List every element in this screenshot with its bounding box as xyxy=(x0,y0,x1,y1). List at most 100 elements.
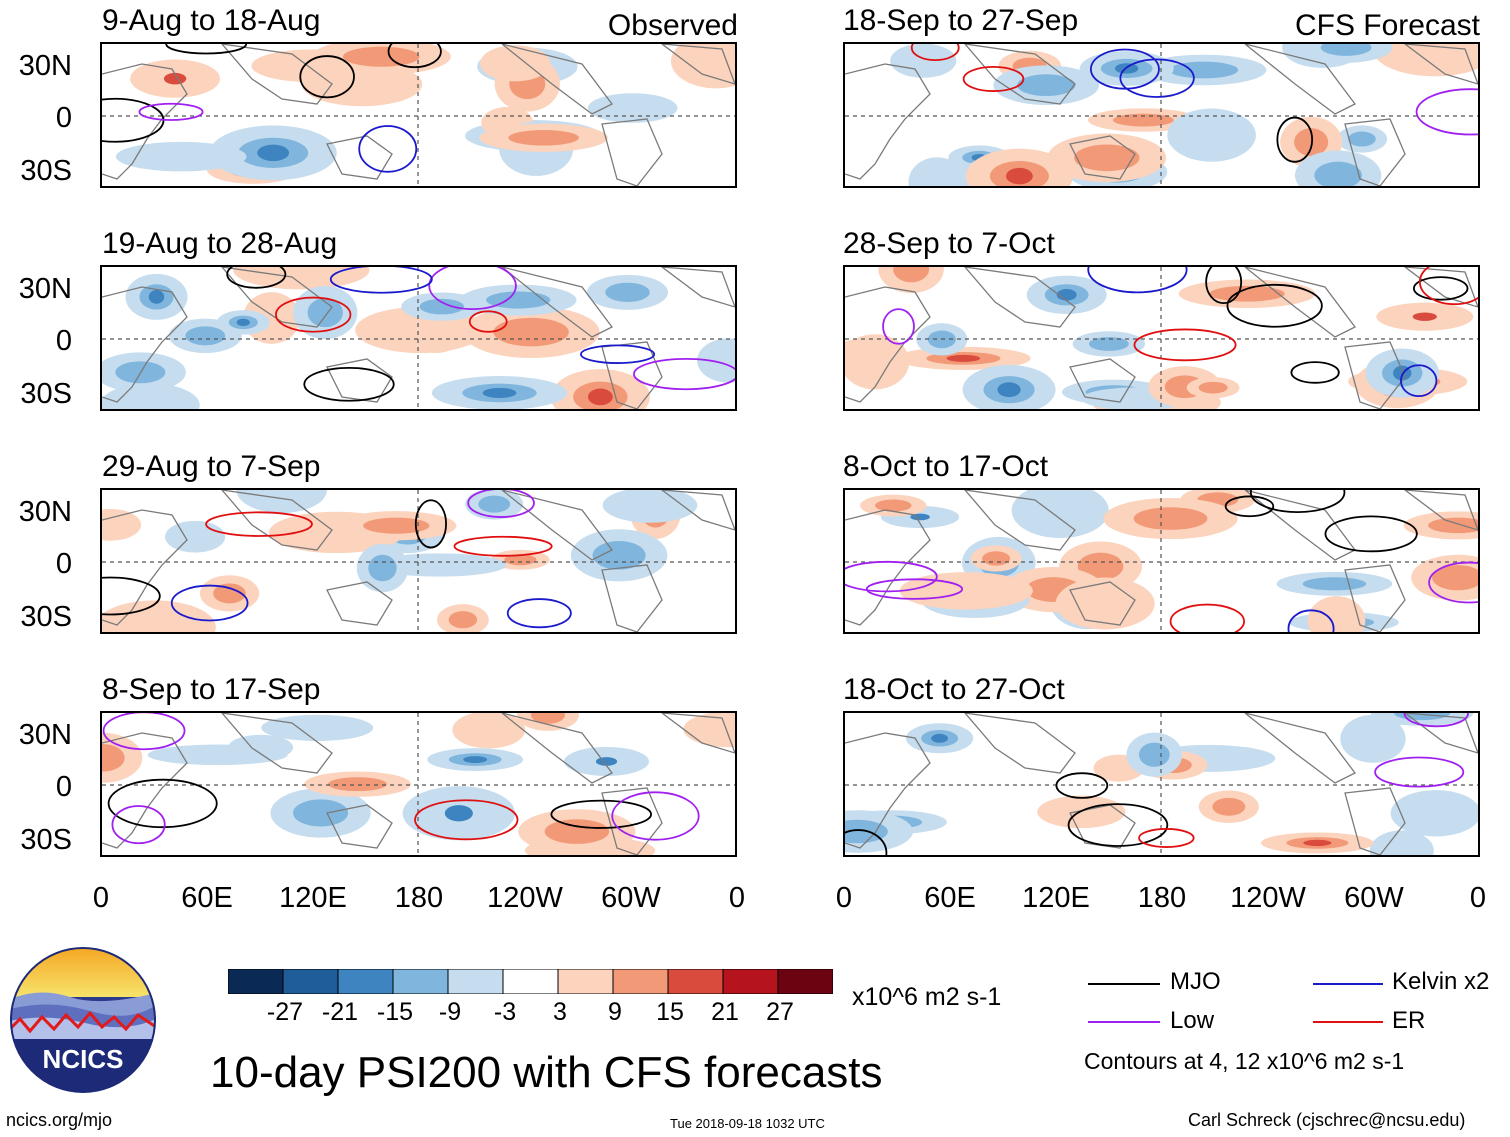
map-canvas xyxy=(102,490,735,632)
lat-label: 30N xyxy=(18,496,72,528)
anomaly-blob-core xyxy=(1112,113,1174,127)
anomaly-blob-core xyxy=(493,317,569,347)
legend-label-mjo: MJO xyxy=(1170,968,1221,995)
wave-contour xyxy=(1290,361,1340,384)
lat-label: 0 xyxy=(55,325,72,357)
coastline xyxy=(1403,490,1478,531)
coastline xyxy=(221,490,333,551)
anomaly-blob xyxy=(480,45,551,82)
lon-label: 120W xyxy=(1230,882,1306,914)
coastline xyxy=(1344,787,1406,855)
panel-title: 8-Oct to 17-Oct xyxy=(843,450,1049,483)
colorbar-tick: 3 xyxy=(553,998,567,1026)
website-link[interactable]: ncics.org/mjo xyxy=(6,1110,113,1130)
wave-contour xyxy=(275,296,352,333)
coastline xyxy=(501,267,613,338)
anomaly-blob-peak xyxy=(444,805,473,822)
lon-label: 120E xyxy=(1022,882,1090,914)
coastline xyxy=(1403,713,1478,754)
wave-contour xyxy=(358,125,418,173)
anomaly-blob-peak xyxy=(997,382,1021,398)
map-canvas xyxy=(845,490,1478,632)
anomaly-blob-core xyxy=(1314,161,1362,186)
coastline xyxy=(1344,564,1406,632)
anomaly-blob xyxy=(1307,596,1366,632)
anomaly-blob-core xyxy=(1077,552,1124,581)
colorbar-tick: -15 xyxy=(376,998,414,1026)
wave-contour xyxy=(611,791,700,841)
coastline xyxy=(845,63,931,180)
anomaly-blob xyxy=(1055,577,1155,630)
legend-swatch-mjo xyxy=(1088,983,1160,985)
wave-contour xyxy=(845,560,938,593)
coastline xyxy=(102,509,188,626)
wave-contour xyxy=(107,778,218,829)
anomaly-blob xyxy=(1372,44,1478,77)
anomaly-blob-core xyxy=(508,129,579,146)
wave-contour xyxy=(1287,609,1335,632)
legend-note: Contours at 4, 12 x10^6 m2 s-1 xyxy=(1084,1048,1405,1074)
coastline xyxy=(601,564,663,632)
anomaly-blob-core xyxy=(893,267,930,283)
anomaly-blob-core xyxy=(531,713,565,724)
wave-contour xyxy=(1415,88,1478,136)
colorbar-swatch xyxy=(667,968,724,995)
lat-label: 0 xyxy=(55,102,72,134)
anomaly-blob-peak xyxy=(587,388,613,406)
colorbar-tick: -21 xyxy=(321,998,359,1026)
ncics-logo: NCICS xyxy=(10,947,156,1093)
coastline xyxy=(845,732,931,849)
coastline xyxy=(221,44,333,105)
wave-contour xyxy=(467,490,535,518)
panel-title: 8-Sep to 17-Sep xyxy=(102,673,321,706)
colorbar-swatch xyxy=(282,968,339,995)
anomaly-blob xyxy=(115,141,247,172)
anomaly-blob-core xyxy=(307,297,343,328)
coastline xyxy=(964,713,1076,774)
lon-label: 120W xyxy=(487,882,563,914)
anomaly-blob-core xyxy=(292,799,349,827)
logo-graphic: NCICS xyxy=(10,947,156,1093)
coastline xyxy=(102,286,188,403)
coastline xyxy=(501,490,613,561)
wave-contour xyxy=(205,511,313,537)
wave-contour xyxy=(303,366,395,402)
wave-contour xyxy=(506,598,572,629)
colorbar-swatch xyxy=(557,968,614,995)
coastline xyxy=(1403,267,1478,308)
colorbar-tick: -3 xyxy=(493,998,517,1026)
lat-label: 30S xyxy=(20,824,72,856)
coastline xyxy=(964,44,1076,105)
anomaly-blob-core xyxy=(478,495,511,513)
wave-contour xyxy=(468,310,508,333)
lon-label: 0 xyxy=(728,882,746,914)
coastline xyxy=(1403,44,1478,85)
streamfunction-map xyxy=(843,42,1480,188)
lat-label: 30S xyxy=(20,378,72,410)
coastline xyxy=(601,341,663,409)
anomaly-blob-core xyxy=(328,777,387,792)
streamfunction-map xyxy=(843,265,1480,411)
wave-contour xyxy=(1412,276,1469,301)
wave-contour xyxy=(1138,828,1195,848)
wave-contour xyxy=(1400,364,1438,398)
coastline xyxy=(660,267,735,308)
anomaly-blob-peak xyxy=(595,757,618,766)
coastline xyxy=(660,713,735,754)
anomaly-blob-peak xyxy=(463,756,488,763)
wave-contour xyxy=(882,308,915,345)
wave-contour xyxy=(102,576,161,616)
timestamp: Tue 2018-09-18 1032 UTC xyxy=(670,1116,825,1131)
streamfunction-map xyxy=(100,711,737,857)
coastline xyxy=(1069,358,1136,403)
wave-contour xyxy=(1133,328,1237,362)
anomaly-blob-core xyxy=(363,517,430,534)
anomaly-blob-peak xyxy=(1303,839,1332,847)
anomaly-blob xyxy=(1369,830,1434,855)
anomaly-blob xyxy=(261,714,374,742)
anomaly-blob-core xyxy=(1212,797,1246,816)
lat-label: 30S xyxy=(20,155,72,187)
figure-title: 10-day PSI200 with CFS forecasts xyxy=(210,1048,883,1097)
lat-label: 30N xyxy=(18,273,72,305)
wave-contour xyxy=(1428,561,1478,604)
